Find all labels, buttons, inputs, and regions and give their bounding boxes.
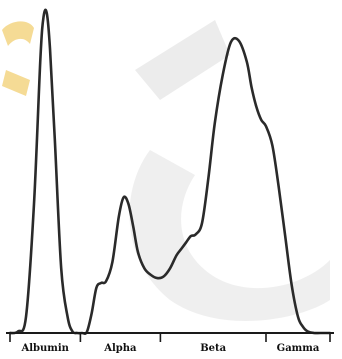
x-tick-label-gamma: Gamma bbox=[277, 343, 320, 354]
x-tick-label-albumin: Albumin bbox=[20, 343, 69, 354]
watermark-stroke bbox=[135, 20, 230, 100]
logo-mark bbox=[2, 21, 34, 96]
x-axis-ticks bbox=[9, 333, 331, 342]
electrophoresis-curve bbox=[8, 8, 332, 336]
x-tick-label-beta: Beta bbox=[200, 343, 226, 354]
watermark-logo bbox=[2, 20, 330, 321]
watermark-swoosh bbox=[129, 150, 330, 321]
x-tick-label-alpha: Alpha bbox=[103, 343, 137, 354]
x-axis-labels: Albumin Alpha Beta Gamma bbox=[20, 343, 319, 354]
